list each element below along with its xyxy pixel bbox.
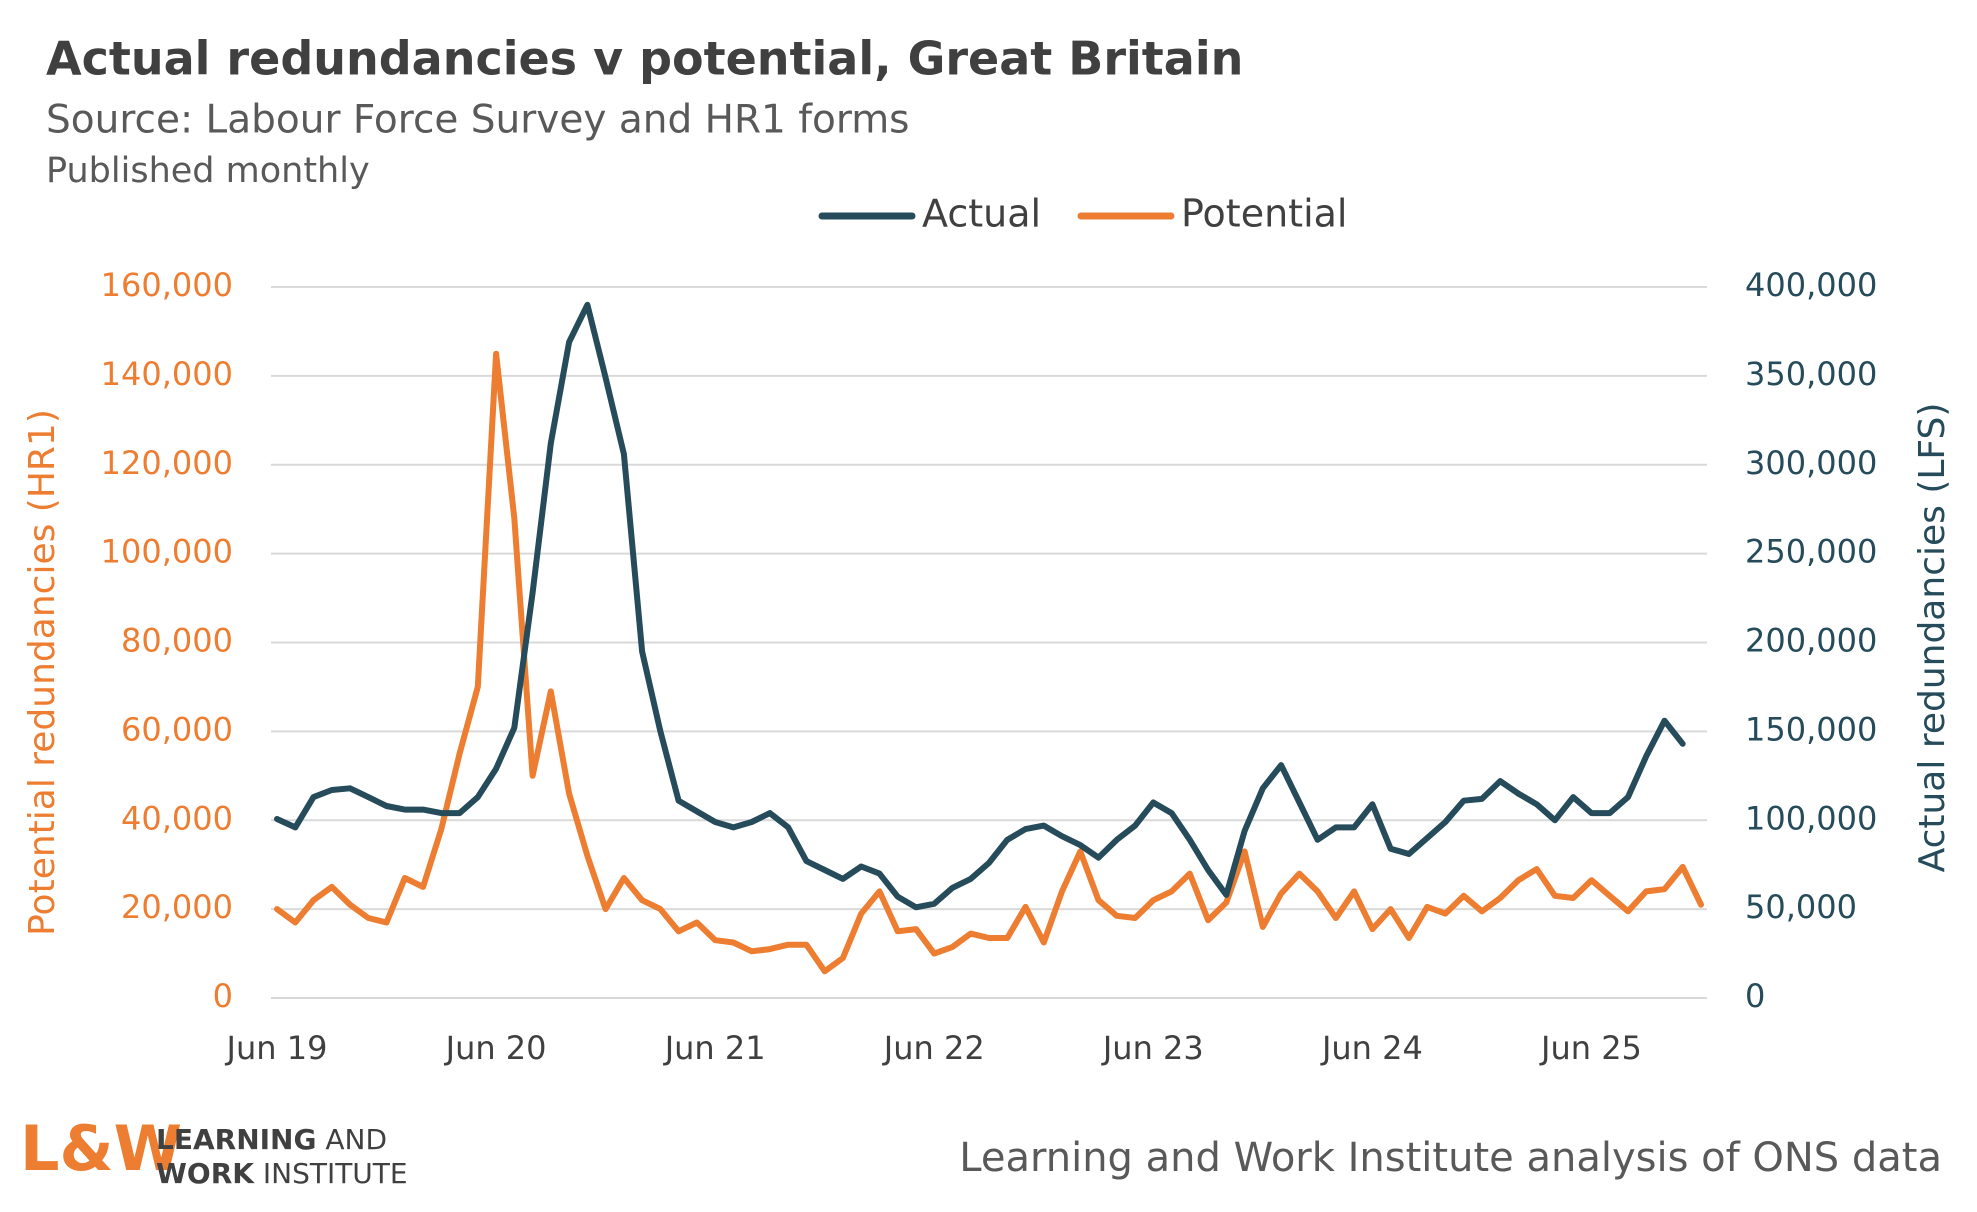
y-tick-label: 100,000 <box>101 533 233 571</box>
x-tick-label: Jun 19 <box>225 1029 328 1067</box>
x-tick-label: Jun 22 <box>882 1029 985 1067</box>
logo-line: WORK INSTITUTE <box>156 1157 408 1190</box>
y-tick-label: 140,000 <box>101 355 233 393</box>
logo-word: AND <box>325 1123 387 1156</box>
y-tick-label: 80,000 <box>121 622 233 660</box>
y-tick-label: 40,000 <box>121 799 233 837</box>
y-axis-title: Potential redundancies (HR1) <box>22 409 63 936</box>
series-line <box>274 301 1686 911</box>
legend-label: Potential <box>1181 192 1347 236</box>
y-tick-label: 20,000 <box>121 888 233 926</box>
x-tick-label: Jun 23 <box>1101 1029 1204 1067</box>
x-tick-label: Jun 20 <box>444 1029 547 1067</box>
y2-tick-label: 200,000 <box>1745 622 1877 660</box>
y2-tick-label: 50,000 <box>1745 888 1857 926</box>
logo-mark: L&W <box>20 1112 182 1185</box>
y2-tick-label: 350,000 <box>1745 355 1877 393</box>
y2-tick-label: 400,000 <box>1745 266 1877 304</box>
y-tick-label: 160,000 <box>101 266 233 304</box>
y2-tick-label: 0 <box>1745 977 1765 1015</box>
chart-title: Actual redundancies v potential, Great B… <box>46 32 1243 86</box>
y-tick-label: 120,000 <box>101 444 233 482</box>
y2-axis-title: Actual redundancies (LFS) <box>1912 403 1953 873</box>
logo-word: LEARNING <box>156 1123 316 1156</box>
credit: Learning and Work Institute analysis of … <box>959 1135 1942 1181</box>
legend-label: Actual <box>922 192 1041 236</box>
chart-subtitle: Source: Labour Force Survey and HR1 form… <box>46 98 910 143</box>
chart-note: Published monthly <box>46 151 370 191</box>
logo-word: WORK <box>156 1157 255 1190</box>
y-tick-label: 0 <box>213 977 233 1015</box>
y2-tick-label: 250,000 <box>1745 533 1877 571</box>
series-line <box>274 350 1704 975</box>
logo-word: INSTITUTE <box>263 1157 408 1190</box>
y2-tick-label: 300,000 <box>1745 444 1877 482</box>
x-tick-label: Jun 21 <box>663 1029 766 1067</box>
y2-tick-label: 100,000 <box>1745 799 1877 837</box>
y2-tick-label: 150,000 <box>1745 710 1877 748</box>
x-tick-label: Jun 25 <box>1539 1029 1642 1067</box>
y-tick-label: 60,000 <box>121 710 233 748</box>
logo-line: LEARNING AND <box>156 1123 387 1156</box>
x-tick-label: Jun 24 <box>1320 1029 1423 1067</box>
